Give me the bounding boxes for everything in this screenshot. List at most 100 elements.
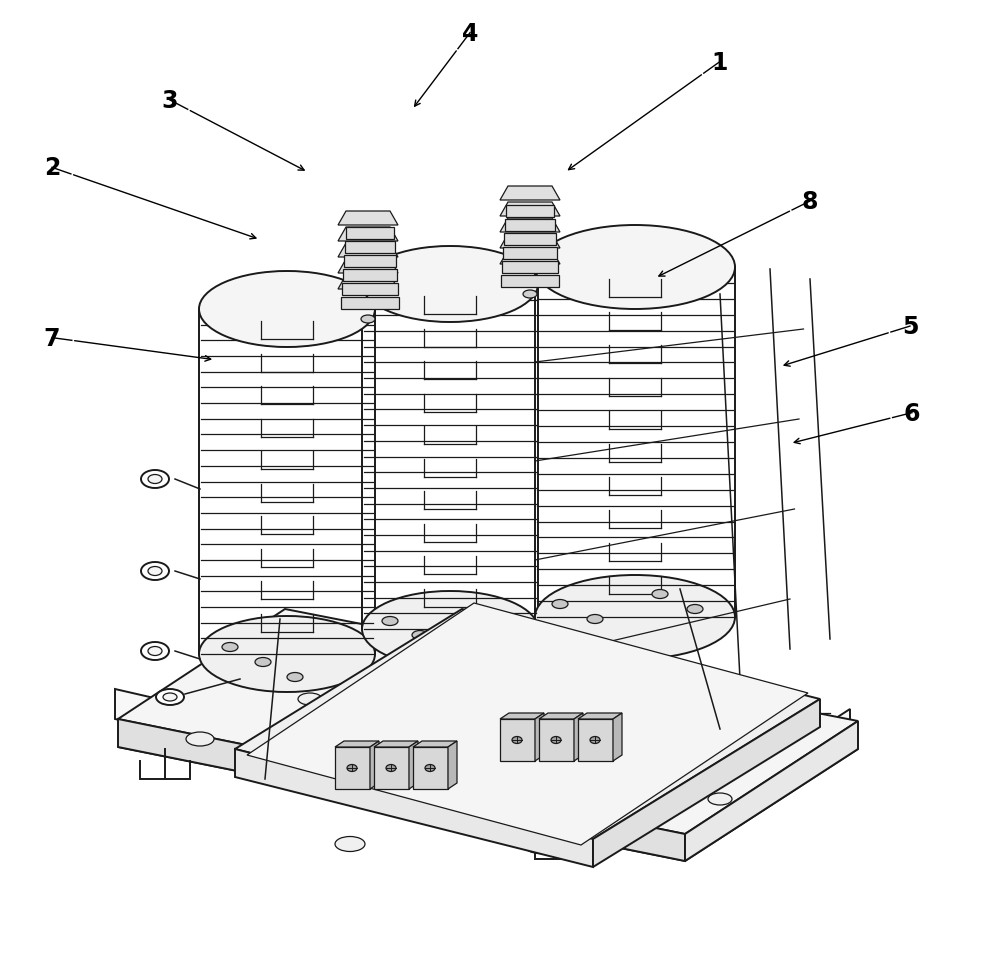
- Polygon shape: [370, 741, 379, 789]
- Ellipse shape: [590, 737, 600, 744]
- Ellipse shape: [361, 315, 375, 324]
- Ellipse shape: [552, 600, 568, 609]
- Polygon shape: [409, 741, 418, 789]
- Text: 5: 5: [902, 315, 918, 338]
- Polygon shape: [500, 251, 560, 264]
- Ellipse shape: [708, 793, 732, 805]
- Polygon shape: [344, 256, 396, 268]
- Ellipse shape: [687, 604, 703, 614]
- Polygon shape: [338, 244, 398, 258]
- Ellipse shape: [287, 673, 303, 681]
- Polygon shape: [413, 741, 457, 748]
- Ellipse shape: [199, 616, 375, 692]
- Polygon shape: [338, 211, 398, 226]
- Ellipse shape: [148, 567, 162, 576]
- Polygon shape: [593, 700, 820, 867]
- Ellipse shape: [255, 658, 271, 667]
- Polygon shape: [341, 298, 399, 309]
- Ellipse shape: [148, 475, 162, 484]
- Ellipse shape: [587, 615, 603, 624]
- Polygon shape: [338, 259, 398, 274]
- Polygon shape: [500, 713, 544, 719]
- Polygon shape: [448, 741, 457, 789]
- Polygon shape: [574, 713, 583, 761]
- Polygon shape: [501, 276, 559, 287]
- Ellipse shape: [525, 839, 555, 853]
- Polygon shape: [374, 741, 418, 748]
- Polygon shape: [535, 713, 544, 761]
- Polygon shape: [539, 719, 574, 761]
- Polygon shape: [504, 234, 556, 246]
- Text: 6: 6: [904, 402, 920, 425]
- Polygon shape: [235, 609, 820, 839]
- Polygon shape: [500, 219, 560, 233]
- Ellipse shape: [199, 272, 375, 348]
- Polygon shape: [506, 206, 554, 218]
- Ellipse shape: [141, 562, 169, 580]
- Polygon shape: [500, 234, 560, 249]
- Ellipse shape: [382, 617, 398, 626]
- Ellipse shape: [523, 290, 537, 299]
- Ellipse shape: [163, 693, 177, 702]
- Ellipse shape: [412, 630, 428, 640]
- Ellipse shape: [148, 647, 162, 655]
- Ellipse shape: [362, 591, 538, 667]
- Polygon shape: [578, 719, 613, 761]
- Ellipse shape: [535, 576, 735, 659]
- Ellipse shape: [488, 749, 512, 760]
- Polygon shape: [539, 713, 583, 719]
- Polygon shape: [346, 228, 394, 239]
- Ellipse shape: [141, 471, 169, 488]
- Polygon shape: [500, 719, 535, 761]
- Ellipse shape: [298, 693, 322, 705]
- Text: 2: 2: [44, 157, 60, 180]
- Ellipse shape: [386, 769, 414, 785]
- Ellipse shape: [535, 226, 735, 309]
- Text: 1: 1: [712, 51, 728, 74]
- Ellipse shape: [652, 590, 668, 599]
- Polygon shape: [505, 220, 555, 232]
- Polygon shape: [413, 748, 448, 789]
- Polygon shape: [345, 242, 395, 254]
- Ellipse shape: [586, 804, 614, 818]
- Ellipse shape: [141, 642, 169, 660]
- Ellipse shape: [291, 727, 319, 742]
- Ellipse shape: [156, 689, 184, 705]
- Polygon shape: [342, 283, 398, 296]
- Polygon shape: [500, 203, 560, 217]
- Polygon shape: [235, 750, 593, 867]
- Polygon shape: [115, 689, 850, 850]
- Polygon shape: [503, 248, 557, 259]
- Ellipse shape: [186, 732, 214, 747]
- Text: 7: 7: [44, 327, 60, 350]
- Polygon shape: [118, 637, 858, 861]
- Polygon shape: [685, 722, 858, 861]
- Ellipse shape: [396, 792, 424, 806]
- Polygon shape: [247, 604, 808, 845]
- Polygon shape: [118, 609, 858, 834]
- Ellipse shape: [393, 774, 407, 781]
- Ellipse shape: [362, 247, 538, 323]
- Polygon shape: [613, 713, 622, 761]
- Polygon shape: [343, 270, 397, 282]
- Polygon shape: [338, 276, 398, 289]
- Polygon shape: [578, 713, 622, 719]
- Ellipse shape: [298, 730, 312, 738]
- Polygon shape: [338, 228, 398, 242]
- Polygon shape: [335, 741, 379, 748]
- Ellipse shape: [512, 737, 522, 744]
- Text: 8: 8: [802, 190, 818, 213]
- Polygon shape: [118, 719, 685, 861]
- Polygon shape: [502, 261, 558, 274]
- Polygon shape: [335, 748, 370, 789]
- Text: 4: 4: [462, 22, 478, 45]
- Ellipse shape: [551, 737, 561, 744]
- Polygon shape: [374, 748, 409, 789]
- Ellipse shape: [347, 765, 357, 772]
- Polygon shape: [500, 186, 560, 201]
- Ellipse shape: [442, 645, 458, 653]
- Ellipse shape: [335, 837, 365, 851]
- Ellipse shape: [222, 643, 238, 652]
- Text: 3: 3: [162, 89, 178, 112]
- Ellipse shape: [425, 765, 435, 772]
